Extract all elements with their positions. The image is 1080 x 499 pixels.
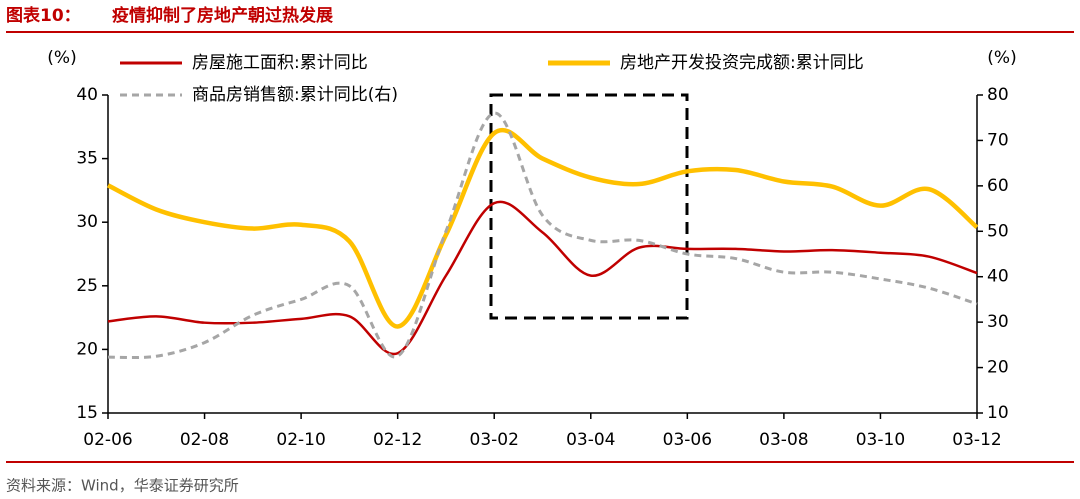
x-tick-label: 03-08 [759,430,808,450]
y2-tick-label: 50 [987,221,1009,241]
source: 资料来源：Wind，华泰证券研究所 [6,477,239,495]
y-tick-label: 25 [76,276,98,296]
y-tick-label: 15 [76,403,98,423]
legend-label: 商品房销售额:累计同比(右) [192,85,398,105]
chart-title: 疫情抑制了房地产朝过热发展 [112,5,333,26]
y2-tick-label: 70 [987,130,1009,150]
x-tick-label: 02-12 [373,430,422,450]
x-tick-label: 03-06 [663,430,712,450]
y-tick-label: 30 [76,212,98,232]
x-tick-label: 03-04 [566,430,615,450]
y-tick-label: 40 [76,85,98,105]
y-tick-label: 20 [76,339,98,359]
series-line [106,128,979,329]
x-tick-label: 02-06 [83,430,132,450]
highlight-box [489,93,689,320]
x-tick-label: 03-10 [856,430,905,450]
series-line [107,111,978,360]
x-tick-label: 03-12 [952,430,1001,450]
series-line [107,200,978,356]
y2-axis-label: (%) [987,48,1016,68]
y2-tick-label: 40 [987,267,1009,287]
legend-label: 房地产开发投资完成额:累计同比 [620,53,864,73]
y2-tick-label: 20 [987,358,1009,378]
y-tick-label: 35 [76,149,98,169]
legend-label: 房屋施工面积:累计同比 [192,53,368,73]
x-tick-label: 02-08 [180,430,229,450]
x-tick-label: 02-10 [276,430,325,450]
y-axis-label: (%) [47,48,76,68]
figure-label: 图表10： [6,5,81,26]
x-tick-label: 03-02 [470,430,519,450]
y2-tick-label: 80 [987,85,1009,105]
y2-tick-label: 60 [987,176,1009,196]
y2-tick-label: 10 [987,403,1009,423]
y2-tick-label: 30 [987,312,1009,332]
